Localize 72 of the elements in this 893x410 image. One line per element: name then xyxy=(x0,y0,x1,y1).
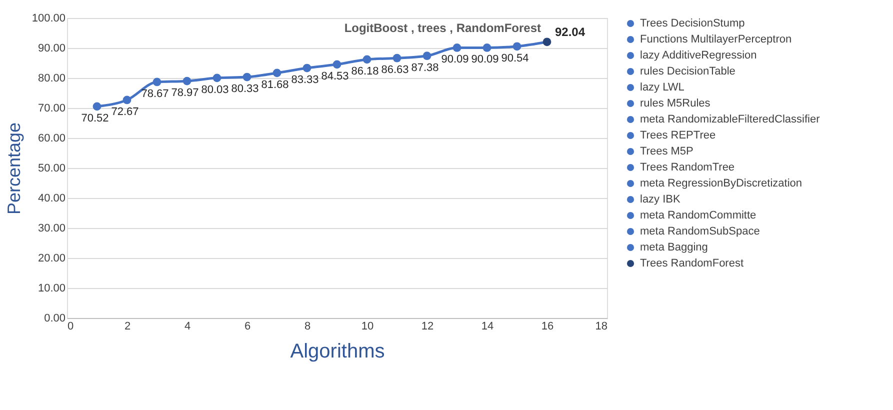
data-label: 72.67 xyxy=(111,106,139,118)
y-tick-label: 30.00 xyxy=(38,222,66,234)
data-label: 90.54 xyxy=(501,52,529,64)
x-tick-label: 8 xyxy=(304,320,311,332)
data-label: 78.67 xyxy=(141,88,169,100)
point xyxy=(362,55,372,64)
legend-label: Trees REPTree xyxy=(640,130,716,142)
legend-label: Trees M5P xyxy=(640,146,694,158)
point xyxy=(302,64,312,72)
point xyxy=(92,102,102,111)
point xyxy=(152,78,162,86)
y-tick-label: 10.00 xyxy=(38,282,66,294)
x-tick-label: 14 xyxy=(481,320,494,332)
data-label: 81.68 xyxy=(261,78,289,91)
data-label: 80.33 xyxy=(231,83,259,96)
y-tick-label: 100.00 xyxy=(32,12,66,24)
legend-label: Trees RandomTree xyxy=(640,162,735,174)
point xyxy=(452,44,462,52)
legend-label: rules M5Rules xyxy=(640,98,711,110)
point xyxy=(482,44,492,52)
point xyxy=(182,76,192,86)
legend-label: meta RandomCommitte xyxy=(640,210,756,222)
x-tick-label: 18 xyxy=(595,320,608,332)
legend-label: meta RegressionByDiscretization xyxy=(640,178,802,190)
y-tick-label: 0.00 xyxy=(44,312,66,324)
point xyxy=(122,96,132,104)
data-label: 84.53 xyxy=(321,70,349,82)
y-tick-label: 90.00 xyxy=(38,42,66,54)
data-label: 70.52 xyxy=(81,112,109,124)
x-tick-label: 16 xyxy=(541,320,554,332)
point xyxy=(422,52,432,60)
y-axis-title: Percentage xyxy=(4,122,24,215)
point xyxy=(212,74,222,82)
legend-label: Trees DecisionStump xyxy=(640,18,745,30)
legend-label: meta RandomSubSpace xyxy=(640,226,760,238)
y-tick-label: 20.00 xyxy=(38,252,66,264)
legend-label: Functions MultilayerPerceptron xyxy=(640,34,792,46)
data-label: 90.09 xyxy=(441,54,469,66)
point xyxy=(332,60,342,69)
data-label: 83.33 xyxy=(291,74,319,86)
legend-label: lazy LWL xyxy=(640,82,684,94)
point xyxy=(392,54,402,62)
legend-label: Trees RandomForest xyxy=(640,258,744,270)
data-label: 87.38 xyxy=(411,62,439,74)
point xyxy=(242,72,252,82)
data-label: 86.63 xyxy=(381,64,409,76)
y-tick-label: 70.00 xyxy=(38,102,66,114)
x-axis-title: Algorithms xyxy=(290,340,385,362)
point xyxy=(542,38,552,46)
data-label: 90.09 xyxy=(471,54,499,66)
y-tick-label: 50.00 xyxy=(38,162,66,174)
y-tick-label: 40.00 xyxy=(38,192,66,204)
legend-label: lazy IBK xyxy=(640,194,682,206)
point xyxy=(272,68,282,78)
data-label: 80.03 xyxy=(201,84,229,96)
x-tick-label: 10 xyxy=(361,320,374,332)
legend-label: rules DecisionTable xyxy=(640,66,736,78)
data-label: 78.97 xyxy=(171,87,199,100)
data-label: 86.18 xyxy=(351,65,379,78)
x-tick-label: 2 xyxy=(124,320,131,332)
x-tick-label: 0 xyxy=(68,320,74,332)
legend-label: meta Bagging xyxy=(640,242,708,254)
data-label: 92.04 xyxy=(555,24,586,39)
legend-label: lazy AdditiveRegression xyxy=(640,50,757,62)
y-tick-label: 60.00 xyxy=(38,132,66,144)
point xyxy=(512,42,522,51)
x-tick-label: 12 xyxy=(421,320,434,332)
y-tick-label: 80.00 xyxy=(38,72,66,84)
x-tick-label: 4 xyxy=(184,320,191,332)
x-tick-label: 6 xyxy=(244,320,251,332)
annotation: LogitBoost , trees , RandomForest xyxy=(344,20,541,35)
legend-label: meta RandomizableFilteredClassifier xyxy=(640,114,820,126)
